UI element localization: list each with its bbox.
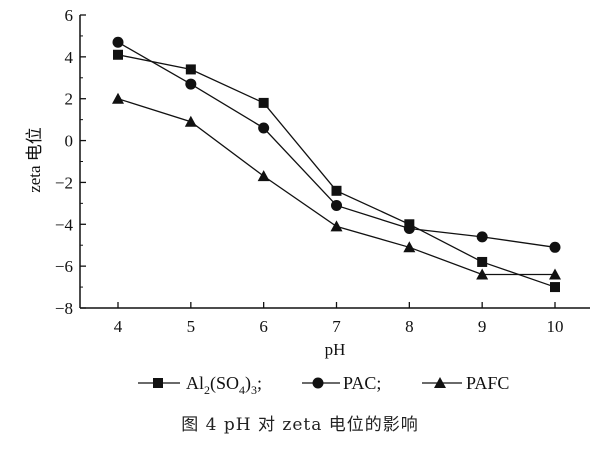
data-point-circle (185, 78, 197, 90)
data-point-triangle (184, 115, 197, 127)
series-pafc (112, 92, 561, 280)
series-pac (112, 36, 561, 253)
axes (79, 15, 590, 309)
data-point-square (113, 49, 123, 60)
legend-marker-triangle (434, 377, 446, 388)
y-tick-label: 2 (65, 90, 74, 109)
y-tick-label: 6 (65, 6, 74, 25)
x-tick-label: 5 (187, 317, 196, 336)
data-point-circle (331, 199, 342, 211)
data-point-circle (403, 222, 415, 234)
legend-label-pafc: PAFC (466, 373, 509, 393)
legend-marker-circle (312, 377, 324, 389)
x-tick-label: 7 (332, 317, 341, 336)
legend-label-pac: PAC; (343, 373, 381, 393)
data-point-square (185, 64, 196, 75)
series-layer (112, 36, 561, 293)
x-tick-label: 8 (405, 317, 414, 336)
data-point-circle (549, 241, 561, 253)
y-tick-label: 0 (65, 132, 74, 151)
x-axis-label: pH (325, 340, 346, 359)
y-tick-label: 4 (65, 48, 74, 67)
data-point-triangle (257, 170, 270, 182)
y-axis-label: zeta 电位 (25, 127, 44, 193)
data-point-circle (258, 122, 270, 134)
y-tick-label: −4 (55, 215, 74, 234)
legend: Al2(SO4)3; PAC; PAFC (138, 373, 509, 397)
data-point-circle (112, 36, 124, 48)
series-al2so43 (113, 49, 560, 293)
data-point-square (477, 256, 488, 267)
data-point-triangle (112, 92, 124, 104)
x-tick-label: 10 (547, 317, 564, 336)
data-point-square (331, 185, 342, 196)
legend-marker-square (153, 378, 163, 388)
x-axis-ticks: 4 5 6 7 8 9 10 (114, 302, 564, 336)
y-tick-label: −6 (55, 257, 73, 276)
x-tick-label: 6 (259, 317, 268, 336)
data-point-square (550, 282, 560, 293)
y-tick-label: −2 (55, 173, 73, 192)
data-point-square (258, 97, 269, 108)
data-point-triangle (549, 268, 561, 280)
series-line (117, 41, 556, 248)
legend-label-al2so43: Al2(SO4)3; (186, 373, 262, 397)
zeta-potential-chart: −8 −6 −4 −2 0 2 4 6 4 5 6 7 8 9 10 zeta 电位 pH Al2(SO4… (25, 6, 590, 397)
x-tick-label: 9 (478, 317, 487, 336)
series-line (117, 54, 556, 288)
y-axis-ticks: −8 −6 −4 −2 0 2 4 6 (55, 6, 86, 318)
data-point-triangle (330, 220, 343, 232)
data-point-triangle (476, 268, 489, 280)
data-point-circle (476, 231, 488, 243)
x-tick-label: 4 (114, 317, 123, 336)
figure-caption: 图 4 pH 对 zeta 电位的影响 (181, 415, 419, 435)
y-tick-label: −8 (55, 299, 73, 318)
data-point-triangle (403, 241, 416, 253)
